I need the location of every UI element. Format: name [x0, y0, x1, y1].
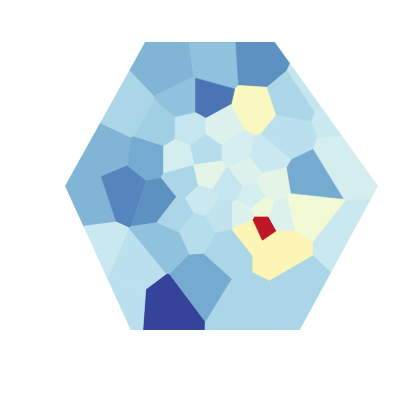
voronoi-cell	[311, 44, 383, 137]
voronoi-cell	[261, 115, 317, 159]
voronoi-cell	[267, 71, 314, 122]
voronoi-cell	[60, 37, 155, 137]
voronoi-cell	[129, 223, 189, 274]
voronoi-cell	[232, 200, 254, 228]
voronoi-cell	[252, 197, 275, 216]
voronoi-cell	[190, 135, 222, 165]
cells	[60, 37, 383, 335]
chart	[0, 0, 407, 406]
voronoi-cell	[154, 77, 195, 117]
